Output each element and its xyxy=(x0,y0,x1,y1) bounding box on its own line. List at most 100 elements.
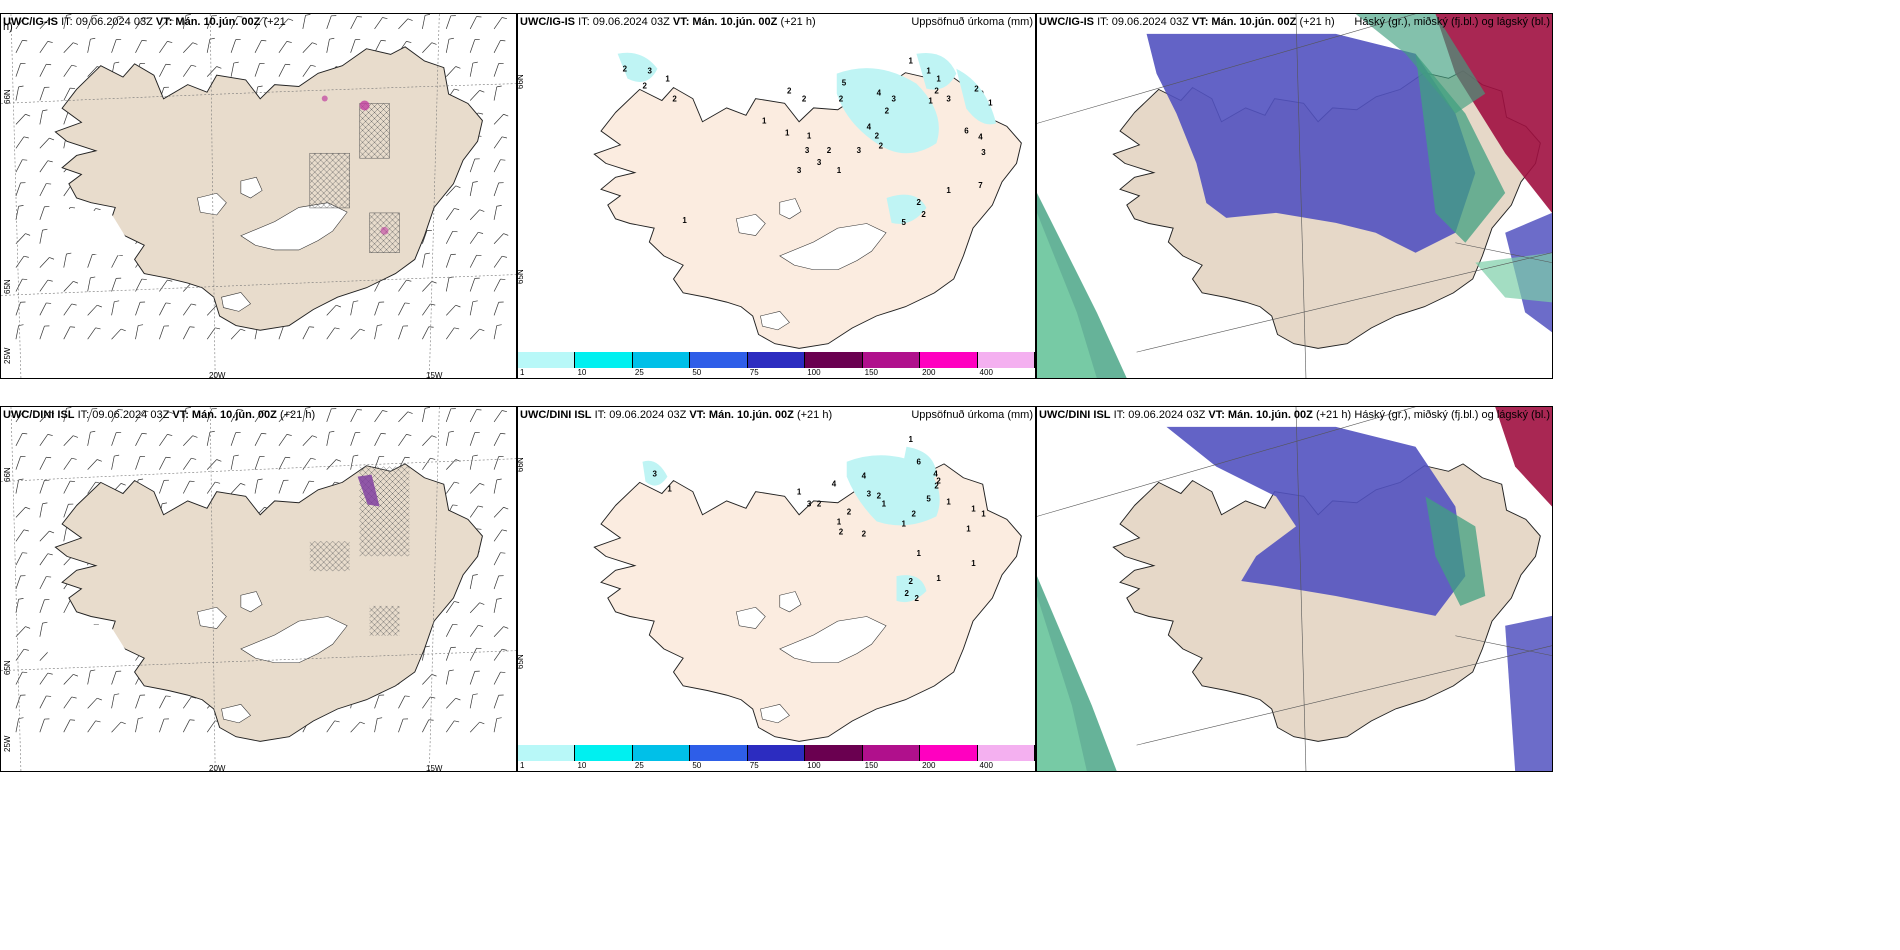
precip-value-label: 2 xyxy=(787,87,792,96)
wind-barb xyxy=(469,232,479,244)
wind-barb xyxy=(230,16,238,30)
wind-barb xyxy=(206,15,213,30)
wind-barb xyxy=(15,575,21,590)
precip-value-label: 2 xyxy=(885,106,890,115)
wind-barb xyxy=(87,304,98,316)
wind-barb xyxy=(230,328,241,340)
light-precip-areas xyxy=(642,446,940,603)
wind-barb xyxy=(135,718,139,733)
lon-label-25: 25W xyxy=(3,735,12,752)
wind-barb xyxy=(63,326,71,340)
colorbar-tick-label: 400 xyxy=(979,761,993,770)
wind-barb xyxy=(254,456,260,470)
panel-cloud-top: UWC/IG-IS IT: 09.06.2024 03Z VT: Mán. 10… xyxy=(1036,13,1553,379)
graticule xyxy=(1037,14,1552,378)
panel-wind-top: UWC/IG-IS IT: 09.06.2024 03Z VT: Mán. 10… xyxy=(0,13,517,379)
wind-barb-feather xyxy=(472,454,478,457)
precip-value-label: 2 xyxy=(847,507,852,516)
wind-barb-feather xyxy=(47,160,53,163)
wind-barb xyxy=(326,408,332,423)
wind-barb-feather xyxy=(66,407,72,409)
wind-barb xyxy=(15,410,25,423)
wind-barb xyxy=(87,15,93,30)
wind-barb-feather xyxy=(71,64,77,67)
colorbar-swatch xyxy=(977,352,1035,368)
wind-barb-feather xyxy=(216,66,222,69)
wind-barb xyxy=(87,459,98,470)
wind-barb-feather xyxy=(168,411,174,414)
lat-label-65: 65N xyxy=(3,279,12,294)
wind-barb-feather xyxy=(430,457,436,460)
wind-barb xyxy=(445,481,455,494)
wind-barb-feather xyxy=(406,279,412,282)
colorbar-tick-label: 50 xyxy=(692,368,702,377)
colorbar-tick-label: 25 xyxy=(634,368,644,377)
wind-barb-feather xyxy=(503,113,509,117)
wind-barb-feather xyxy=(23,410,29,413)
wind-barb-feather xyxy=(478,624,484,627)
wind-barb xyxy=(469,625,479,637)
wind-barb xyxy=(493,302,499,316)
header: UWC/DINI ISL IT: 09.06.2024 03Z VT: Mán.… xyxy=(520,409,1033,422)
wind-barb-feather xyxy=(18,85,24,88)
colorbar-swatch xyxy=(920,745,978,761)
wind-barb-feather xyxy=(25,233,31,236)
lead-time-wrap: h) xyxy=(3,21,13,33)
wind-barb xyxy=(493,599,498,613)
wind-barb xyxy=(159,41,168,53)
wind-barb-feather xyxy=(310,457,316,460)
lat-label-66: 66N xyxy=(517,74,525,89)
wind-barb xyxy=(469,16,477,30)
wind-barb xyxy=(159,325,165,340)
lat-label-66: 66N xyxy=(3,467,12,482)
wind-barb xyxy=(398,302,406,316)
colorbar-swatch xyxy=(862,352,921,368)
precip-value-label: 2 xyxy=(839,527,844,536)
wind-barb xyxy=(111,432,117,446)
wind-barb xyxy=(445,601,455,614)
wind-barb-feather xyxy=(47,434,53,436)
wind-barb-feather xyxy=(286,434,292,436)
header: UWC/DINI ISL IT: 09.06.2024 03Z VT: Mán.… xyxy=(1039,409,1550,422)
wind-barb xyxy=(15,233,26,244)
init-time: IT: 09.06.2024 03Z xyxy=(1097,16,1189,28)
wind-barb xyxy=(398,279,407,292)
wind-barb xyxy=(254,479,259,494)
wind-barb-feather xyxy=(472,300,478,303)
colorbar-tick-label: 200 xyxy=(922,368,936,377)
wind-barb xyxy=(302,408,306,422)
wind-barb-feather xyxy=(407,411,413,414)
wind-barb-feather xyxy=(334,720,340,723)
wind-barb-feather xyxy=(496,324,502,326)
wind-barb-feather xyxy=(454,327,460,330)
wind-barb xyxy=(374,325,378,340)
wind-barb-feather xyxy=(353,454,359,457)
wind-barb xyxy=(422,15,426,29)
valid-time: VT: Mán. 10.jún. 00Z xyxy=(1191,16,1297,28)
wind-barb xyxy=(63,281,74,292)
colorbar-tick-label: 1 xyxy=(520,368,525,377)
precip-value-label: 2 xyxy=(643,82,648,91)
wind-barb xyxy=(326,459,337,470)
wind-barb-feather xyxy=(25,506,31,510)
precip-value-label: 1 xyxy=(928,97,933,106)
wind-barb-feather xyxy=(407,18,413,21)
wind-barb xyxy=(135,325,139,340)
wind-barb xyxy=(254,40,262,53)
precip-value-label: 3 xyxy=(647,67,652,76)
wind-barb xyxy=(63,458,73,470)
init-time: IT: 09.06.2024 03Z xyxy=(594,409,687,421)
wind-barb-feather xyxy=(479,209,485,212)
precip-value-label: 1 xyxy=(926,67,931,76)
precip-value-label: 2 xyxy=(672,95,677,104)
wind-barb xyxy=(63,65,73,77)
wind-barb xyxy=(302,458,312,470)
wind-barb-feather xyxy=(329,430,335,433)
precip-value-label: 2 xyxy=(914,594,919,603)
precip-value-label: 3 xyxy=(946,95,951,104)
wind-barb xyxy=(63,480,71,494)
lon-label-15: 15W xyxy=(426,371,443,379)
wind-barb xyxy=(39,695,47,709)
wind-barb xyxy=(63,435,74,447)
wind-barb-feather xyxy=(167,279,173,282)
